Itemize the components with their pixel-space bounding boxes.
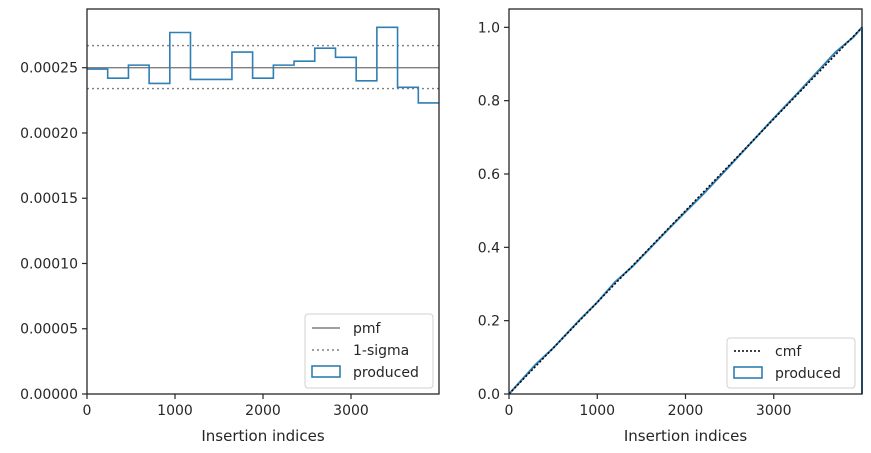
cdf-plot-frame (508, 8, 863, 395)
cmf-line (508, 26, 863, 395)
histogram-marks (87, 26, 439, 104)
legend-produced-swatch (311, 365, 341, 378)
cdf-y-tick-label: 1.0 (478, 20, 500, 36)
legend-produced-swatch (733, 366, 763, 379)
cdf-y-tick-label: 0.4 (478, 240, 500, 256)
cdf-x-tick-label: 1000 (579, 403, 615, 419)
histogram-ticks: 0 1000 2000 3000 0.00000 0.00005 0.00010 0.0001… (20, 61, 369, 419)
cdf-x-axis-label: Insertion indices (624, 427, 747, 445)
histogram-y-tick-label: 0.00020 (20, 126, 78, 142)
cdf-x-tick-label: 3000 (756, 403, 792, 419)
cdf-y-tick-label: 0.2 (478, 314, 500, 330)
histogram-chart: 0 1000 2000 3000 0.00000 0.00005 0.00010 0.0001… (20, 8, 440, 445)
cdf-x-tick-label: 2000 (668, 403, 704, 419)
histogram-y-tick-label: 0.00015 (20, 191, 78, 207)
histogram-legend-label: 1-sigma (353, 343, 409, 359)
histogram-y-tick-label: 0.00025 (20, 61, 78, 77)
histogram-x-tick-label: 1000 (157, 403, 193, 419)
histogram-legend-box (304, 313, 434, 389)
cdf-chart: 0 1000 2000 3000 0.0 0.2 0.4 0.6 0.8 1.0 Insertio… (478, 8, 863, 445)
histogram-x-tick-label: 0 (83, 403, 92, 419)
cdf-y-tick-label: 0.6 (478, 167, 500, 183)
histogram-legend: pmf 1-sigma produced (304, 313, 434, 389)
histogram-y-tick-label: 0.00000 (20, 387, 78, 403)
cdf-legend-label: produced (775, 366, 841, 382)
histogram-y-tick-label: 0.00010 (20, 256, 78, 272)
histogram-x-tick-label: 2000 (245, 403, 281, 419)
histogram-x-axis-label: Insertion indices (201, 427, 324, 445)
histogram-x-tick-label: 3000 (333, 403, 369, 419)
histogram-y-tick-label: 0.00005 (20, 322, 78, 338)
histogram-legend-label: produced (353, 365, 419, 381)
cdf-y-tick-label: 0.0 (478, 387, 500, 403)
produced-cdf-line (508, 26, 863, 395)
cdf-legend-label: cmf (775, 344, 802, 360)
cdf-ticks: 0 1000 2000 3000 0.0 0.2 0.4 0.6 0.8 1.0 (478, 20, 792, 419)
produced-histogram-step (87, 26, 439, 104)
cdf-x-tick-label: 0 (505, 403, 514, 419)
cdf-legend: cmf produced (726, 337, 856, 389)
cdf-y-tick-label: 0.8 (478, 94, 500, 110)
histogram-legend-label: pmf (353, 321, 382, 337)
